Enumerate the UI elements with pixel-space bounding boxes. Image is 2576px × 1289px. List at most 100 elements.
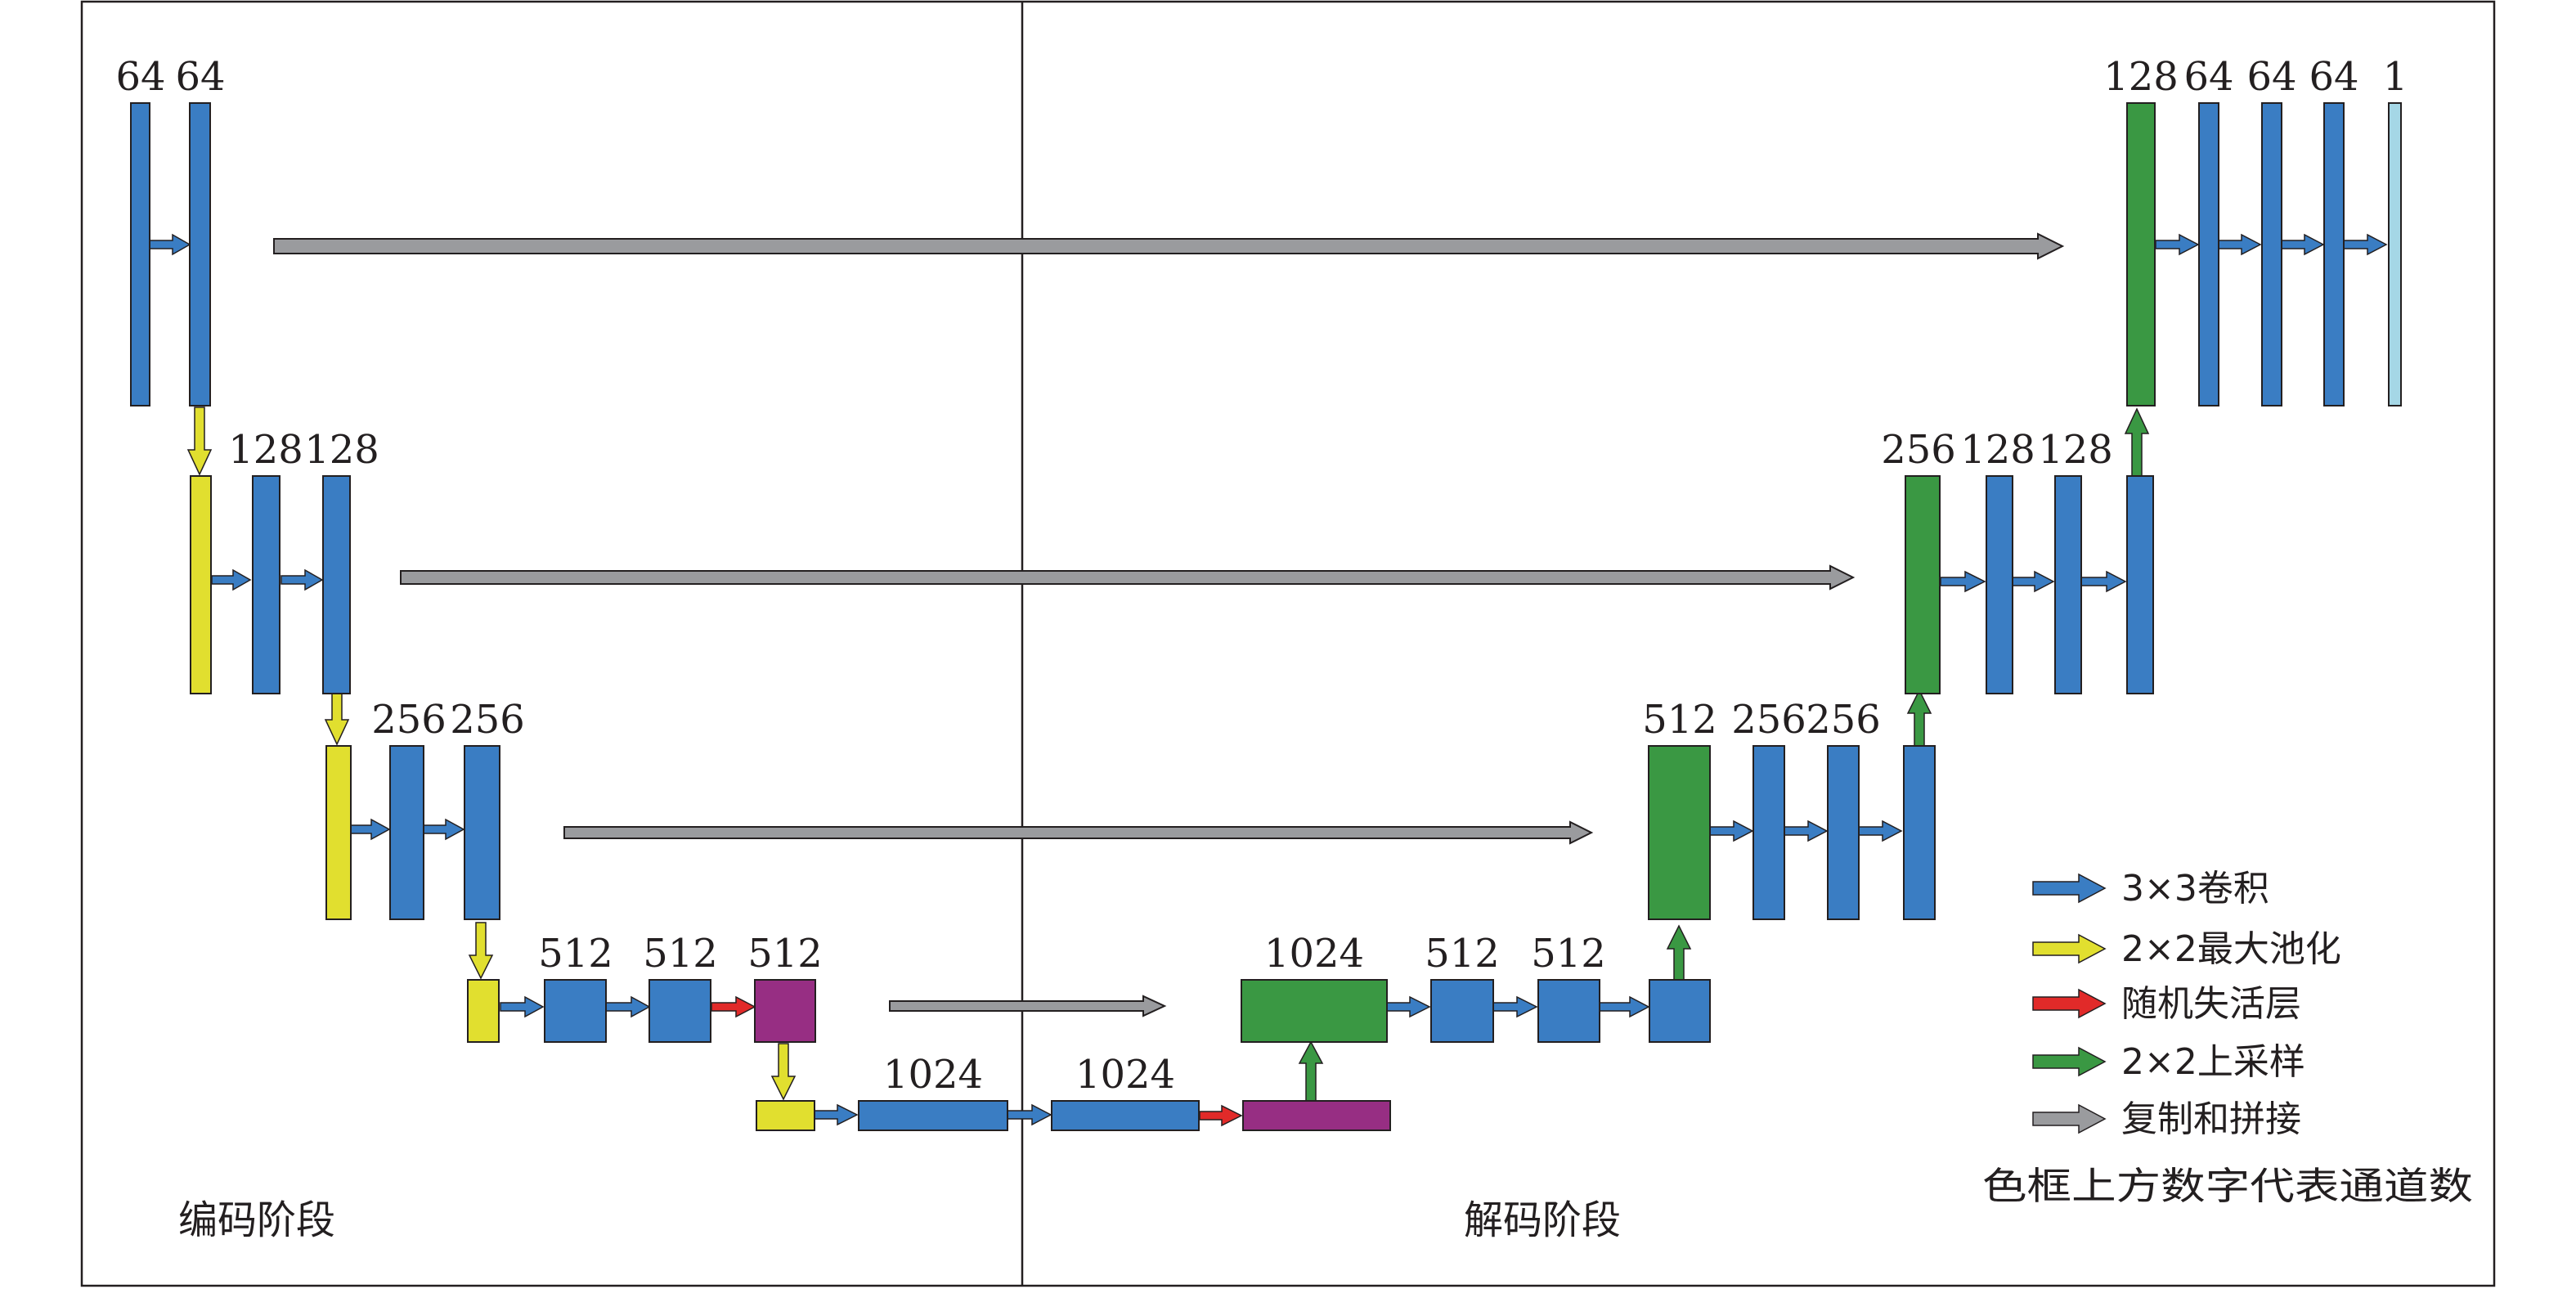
conv-arrow (1940, 570, 1986, 593)
block-upsample (1905, 475, 1941, 694)
copy-arrow-level1 (273, 232, 2065, 260)
block-pool (325, 745, 352, 920)
conv-arrow (349, 818, 391, 841)
block-dropout (754, 979, 816, 1043)
channel-label: 128 (228, 427, 303, 473)
encoder-stage-label: 编码阶段 (178, 1197, 335, 1243)
block-conv (1903, 745, 1936, 920)
channel-label: 64 (175, 54, 225, 100)
block-conv (464, 745, 500, 920)
block-conv (648, 979, 711, 1043)
block-conv (2261, 102, 2282, 406)
conv-arrow (605, 995, 651, 1018)
channel-label: 128 (2038, 427, 2113, 473)
channel-label: 1 (2383, 54, 2408, 100)
block-conv (2126, 475, 2154, 694)
pool-arrow (186, 406, 213, 476)
channel-label: 256 (450, 697, 525, 743)
block-conv (1537, 979, 1600, 1043)
channel-label: 512 (643, 931, 718, 977)
red-arrow-icon (2032, 988, 2107, 1019)
block-conv (1649, 979, 1711, 1043)
block-upsample (1648, 745, 1711, 920)
conv-arrow (149, 233, 191, 256)
dropout-arrow (711, 995, 756, 1018)
block-pool (190, 475, 212, 694)
block-pool (756, 1100, 815, 1131)
conv-arrow (1783, 820, 1829, 842)
upsample-arrow (1906, 689, 1932, 747)
conv-arrow (2343, 233, 2388, 256)
blue-arrow-icon (2032, 873, 2107, 904)
conv-arrow (2155, 233, 2200, 256)
channel-labels: 64 64 128 128 256 256 512 512 512 1024 1… (115, 54, 2408, 1098)
dropout-arrows (711, 995, 1243, 1127)
channel-label: 512 (747, 931, 823, 977)
conv-arrow (1857, 820, 1903, 842)
channel-label: 256 (371, 697, 447, 743)
block-conv (1986, 475, 2013, 694)
copy-concat-arrows (273, 232, 2065, 1017)
conv-arrow (423, 818, 465, 841)
channel-label: 128 (2103, 54, 2179, 100)
upsample-arrow (1298, 1040, 1324, 1102)
block-conv (544, 979, 607, 1043)
channel-label: 128 (1960, 427, 2035, 473)
channel-label: 64 (2246, 54, 2296, 100)
channel-label: 512 (1425, 931, 1500, 977)
channel-label: 256 (1731, 697, 1806, 743)
copy-arrow-level4 (889, 995, 1167, 1017)
diagram-frame (80, 0, 2496, 1287)
channel-label: 256 (1806, 697, 1881, 743)
block-conv (130, 102, 150, 406)
conv-arrow (1599, 995, 1650, 1018)
channel-label: 512 (538, 931, 613, 977)
legend-note: 色框上方数字代表通道数 (1982, 1164, 2473, 1208)
copy-arrow-level2 (400, 564, 1856, 591)
block-conv (858, 1100, 1008, 1131)
channel-label: 256 (1881, 427, 1956, 473)
legend: 3×3卷积 2×2最大池化 随机失活层 2×2上采样 复制和拼接 色框上方数字代… (1982, 868, 2473, 1208)
decoder-stage-label: 解码阶段 (1464, 1197, 1621, 1243)
conv-arrow (211, 568, 252, 591)
legend-label-pool: 2×2最大池化 (2121, 928, 2341, 970)
feature-maps (130, 102, 2402, 1131)
yellow-arrow-icon (2032, 933, 2107, 964)
conv-arrow (814, 1103, 859, 1126)
channel-label: 1024 (1075, 1052, 1175, 1098)
block-upsample (1241, 979, 1388, 1043)
legend-label-dropout: 随机失活层 (2121, 983, 2301, 1025)
conv-arrow (1007, 1103, 1052, 1126)
upsample-arrows (1298, 407, 2150, 1102)
channel-label: 512 (1531, 931, 1606, 977)
channel-label: 512 (1642, 697, 1717, 743)
block-upsample (2126, 102, 2156, 406)
block-conv (1430, 979, 1494, 1043)
block-conv (322, 475, 351, 694)
channel-label: 1024 (1264, 931, 1364, 977)
block-conv (1827, 745, 1860, 920)
channel-label: 64 (115, 54, 165, 100)
conv-arrow (280, 568, 324, 591)
conv-arrow (2080, 570, 2127, 593)
block-conv (2323, 102, 2345, 406)
conv-arrow (2218, 233, 2262, 256)
green-arrow-icon (2032, 1046, 2107, 1077)
dropout-arrow (1199, 1104, 1243, 1127)
conv-arrow (1709, 820, 1754, 842)
pool-arrow (468, 922, 494, 980)
pool-arrow (324, 693, 350, 746)
block-conv (2198, 102, 2219, 406)
block-pool (467, 979, 500, 1043)
conv-arrow (2010, 570, 2055, 593)
block-conv (252, 475, 280, 694)
conv-arrow (1492, 995, 1538, 1018)
block-dropout (1242, 1100, 1391, 1131)
block-conv (189, 102, 211, 406)
channel-label: 1024 (883, 1052, 983, 1098)
pool-arrow (770, 1043, 797, 1101)
channel-label: 64 (2309, 54, 2358, 100)
channel-label: 64 (2183, 54, 2233, 100)
legend-label-copy: 复制和拼接 (2121, 1098, 2301, 1140)
